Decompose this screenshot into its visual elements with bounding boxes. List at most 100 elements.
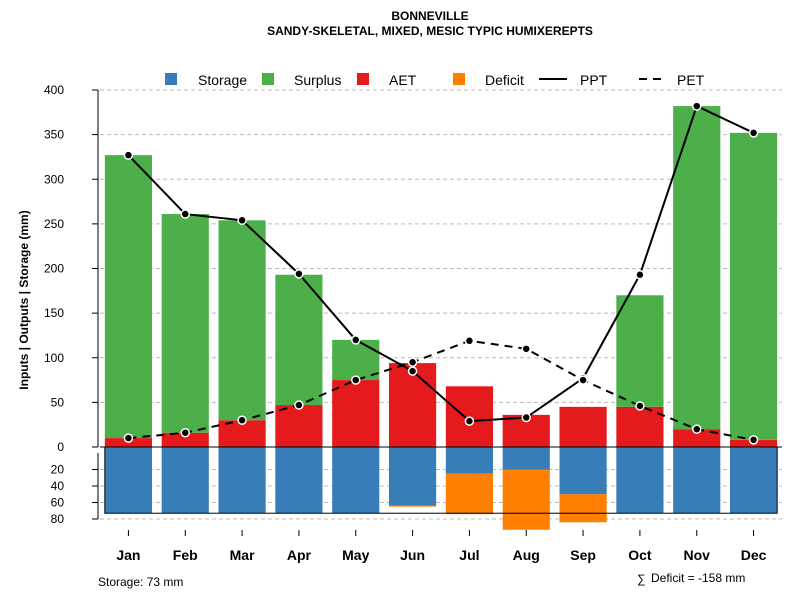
ppt-point — [180, 209, 190, 219]
pet-point — [123, 433, 134, 443]
legend-ppt-label: PPT — [580, 72, 608, 88]
x-tick-label: Sep — [570, 547, 596, 563]
aet-bar — [161, 432, 209, 447]
surplus-bar — [673, 106, 721, 430]
y-tick-label-lower: 60 — [51, 496, 65, 510]
storage-bar — [445, 447, 494, 474]
legend-surplus-swatch — [262, 73, 274, 85]
y-tick-label-upper: 0 — [57, 440, 64, 454]
surplus-bar — [275, 274, 323, 406]
ppt-line — [127, 104, 755, 423]
legend-storage-swatch — [165, 73, 177, 85]
pet-point — [294, 400, 304, 410]
y-tick-label-upper: 350 — [44, 128, 64, 142]
y-tick-label-upper: 200 — [44, 262, 64, 276]
surplus-bar — [104, 155, 153, 439]
surplus-bar — [161, 214, 209, 433]
aet-bar — [275, 405, 323, 447]
y-tick-label-upper: 250 — [44, 217, 64, 231]
storage-bar — [332, 447, 380, 514]
pet-point — [692, 424, 702, 434]
x-tick-label: Jan — [116, 547, 140, 563]
storage-bar — [275, 447, 323, 514]
ppt-point — [635, 269, 645, 280]
x-tick-label: Nov — [684, 547, 711, 563]
x-tick-label: Jun — [400, 547, 425, 563]
storage-bar — [616, 447, 664, 514]
deficit-bar — [445, 473, 494, 515]
deficit-note: Deficit = -158 mm — [651, 571, 745, 585]
aet-bar — [616, 406, 664, 447]
bars — [100, 106, 782, 530]
aet-bar — [673, 429, 721, 447]
legend-aet-swatch — [357, 73, 369, 85]
pet-line — [128, 339, 754, 441]
x-tick-label: Dec — [741, 547, 767, 563]
storage-bar — [729, 447, 778, 514]
surplus-bar — [218, 220, 266, 421]
lines — [123, 101, 759, 445]
ppt-point — [521, 412, 531, 423]
x-axis: Jan Feb Mar Apr May Jun Jul Aug Sep Oct Nov Dec — [116, 530, 767, 563]
ppt-point — [237, 215, 247, 226]
ppt-point — [464, 416, 475, 426]
x-tick-label: Jul — [459, 547, 479, 563]
y-tick-label-lower: 80 — [51, 512, 65, 526]
x-tick-label: Apr — [287, 547, 312, 563]
legend-pet-label: PET — [677, 72, 705, 88]
legend-aet-label: AET — [389, 72, 417, 88]
x-tick-label: May — [342, 547, 369, 563]
sigma-icon: ∑ — [637, 572, 646, 586]
y-tick-label-upper: 50 — [51, 395, 65, 409]
pet-point — [351, 375, 361, 385]
ppt-point — [748, 128, 759, 138]
y-tick-label-lower: 40 — [51, 479, 65, 493]
surplus-bar — [332, 339, 380, 381]
legend-surplus-label: Surplus — [294, 72, 341, 88]
chart-subtitle: SANDY-SKELETAL, MIXED, MESIC TYPIC HUMIX… — [267, 24, 593, 38]
x-tick-label: Oct — [628, 547, 652, 563]
pet-point — [464, 336, 475, 346]
pet-point — [578, 375, 588, 385]
y-tick-label-upper: 100 — [44, 351, 64, 365]
chart-title: BONNEVILLE — [391, 9, 468, 23]
y-tick-label-upper: 150 — [44, 306, 64, 320]
legend-deficit-label: Deficit — [485, 72, 524, 88]
storage-bar — [559, 447, 607, 495]
ppt-point — [407, 366, 418, 376]
x-tick-label: Mar — [230, 547, 255, 563]
ppt-point — [351, 335, 361, 345]
pet-point — [407, 357, 418, 367]
pet-point — [521, 344, 531, 354]
deficit-bar — [388, 505, 437, 507]
storage-bar — [104, 447, 153, 514]
legend-storage-label: Storage — [198, 72, 247, 88]
storage-note: Storage: 73 mm — [98, 575, 183, 589]
storage-bar — [502, 447, 550, 470]
deficit-bar — [559, 494, 607, 523]
y-tick-label-upper: 300 — [44, 172, 64, 186]
pet-point — [180, 427, 190, 438]
legend-deficit-swatch — [453, 73, 465, 85]
y-axis: 0 50 100 150 200 250 300 350 400 20 40 60 80 — [44, 83, 99, 526]
ppt-point — [692, 101, 702, 111]
legend: Storage Surplus AET Deficit PPT PET — [165, 72, 705, 88]
x-tick-label: Feb — [173, 547, 198, 563]
y-axis-label: Inputs | Outputs | Storage (mm) — [17, 210, 31, 389]
pet-point — [237, 415, 247, 425]
storage-bar — [673, 447, 721, 514]
aet-bar — [388, 363, 437, 447]
pet-point — [635, 401, 645, 411]
storage-bar — [218, 447, 266, 514]
storage-bar — [388, 447, 437, 506]
ppt-point — [123, 150, 134, 160]
surplus-bar — [616, 295, 664, 407]
aet-bar — [559, 406, 607, 447]
ppt-point — [294, 269, 304, 279]
pet-point — [748, 435, 759, 445]
y-tick-label-upper: 400 — [44, 83, 64, 97]
y-tick-label-lower: 20 — [51, 463, 65, 477]
deficit-bar — [502, 469, 550, 530]
grid-lines — [100, 89, 782, 520]
